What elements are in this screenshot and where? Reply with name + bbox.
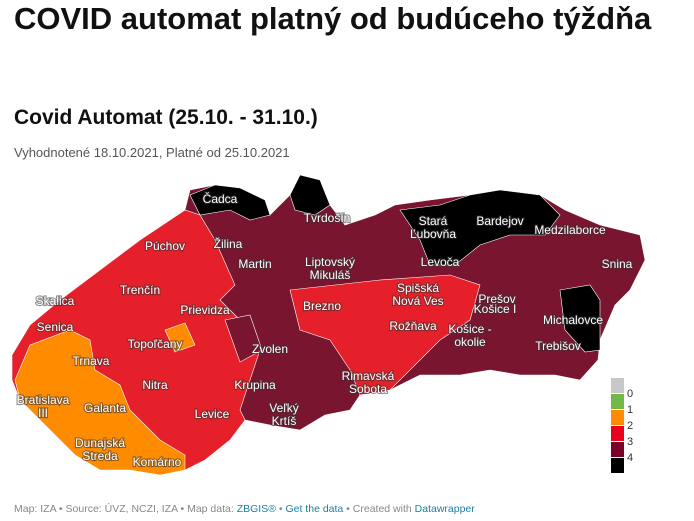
district-label: Liptovský Mikuláš xyxy=(305,255,355,282)
district-label: Čadca xyxy=(203,191,238,206)
get-data-link[interactable]: Get the data xyxy=(285,503,344,515)
district-label: Žilina xyxy=(214,236,243,251)
footer-map-data: Map data: xyxy=(187,503,237,515)
district-label: Košice -okolie xyxy=(448,322,491,349)
district-label: Prešov xyxy=(478,292,515,306)
district-label: Medzilaborce xyxy=(534,223,606,237)
district-label: Stará Ľubovňa xyxy=(410,214,456,241)
legend-label: 0 xyxy=(627,388,633,400)
district-label: Bardejov xyxy=(476,214,523,228)
district-label: Rimavská Sobota xyxy=(342,369,395,396)
legend: 0 1 2 3 4 xyxy=(611,378,633,473)
zbgis-link[interactable]: ZBGIS® xyxy=(236,503,276,515)
district-label: Bratislava III xyxy=(17,393,70,420)
separator: • xyxy=(177,503,188,515)
footer: Map: IZA • Source: ÚVZ, NCZI, IZA • Map … xyxy=(14,503,475,515)
footer-created: Created with xyxy=(352,503,415,515)
legend-label: 2 xyxy=(627,420,633,432)
district-label: Trebišov xyxy=(535,339,581,353)
slovakia-map: Čadca Tvrdošín Stará Ľubovňa Bardejov Medzila… xyxy=(11,174,646,476)
district-label: Trenčín xyxy=(120,283,160,297)
district-label: Nitra xyxy=(142,378,168,392)
region-black-tvrdosin[interactable] xyxy=(289,174,331,216)
legend-swatch xyxy=(611,426,624,441)
legend-label: 4 xyxy=(627,452,633,464)
district-label: Senica xyxy=(37,320,74,334)
region-level3-central[interactable] xyxy=(289,274,481,396)
district-label: Trnava xyxy=(73,354,110,368)
district-label: Veľký Krtíš xyxy=(269,401,299,428)
region-black-northeast[interactable] xyxy=(399,189,561,266)
district-label: Levoča xyxy=(421,255,460,269)
separator: • xyxy=(56,503,66,515)
district-label: Topoľčany xyxy=(128,337,183,351)
datawrapper-link[interactable]: Datawrapper xyxy=(414,503,475,515)
district-label: Spišská Nová Ves xyxy=(392,281,443,308)
legend-swatch xyxy=(611,442,624,457)
chart-title: Covid Automat (25.10. - 31.10.) xyxy=(14,106,318,129)
legend-swatch xyxy=(611,410,624,425)
district-label: Michalovce xyxy=(543,313,603,327)
district-label: Snina xyxy=(602,257,633,271)
footer-map-credit: Map: IZA xyxy=(14,503,57,515)
separator: • xyxy=(343,503,353,515)
district-label: Brezno xyxy=(303,299,341,313)
region-black-michalovce[interactable] xyxy=(559,284,601,353)
separator: • xyxy=(275,503,286,515)
region-level4-krupina[interactable] xyxy=(224,314,263,363)
district-label: Košice I xyxy=(474,302,517,316)
region-level2-southwest[interactable] xyxy=(14,329,186,476)
chart-subtitle: Vyhodnotené 18.10.2021, Platné od 25.10.… xyxy=(14,145,290,160)
legend-label: 3 xyxy=(627,436,633,448)
district-label: Rožňava xyxy=(389,319,437,333)
legend-label: 1 xyxy=(627,404,633,416)
district-label: Krupina xyxy=(234,378,276,392)
district-label: Komárno xyxy=(133,455,182,469)
legend-swatch xyxy=(611,394,624,409)
headline: COVID automat platný od budúceho týždňa xyxy=(14,1,652,36)
district-label: Prievidza xyxy=(180,303,230,317)
legend-swatch xyxy=(611,378,624,393)
district-label: Tvrdošín xyxy=(304,211,351,225)
region-black-cadca[interactable] xyxy=(189,184,271,221)
district-label: Martin xyxy=(238,257,271,271)
region-level2-topolcany[interactable] xyxy=(164,322,196,353)
district-label: Zvolen xyxy=(252,342,288,356)
district-label: Galanta xyxy=(84,401,126,415)
footer-source: Source: ÚVZ, NCZI, IZA xyxy=(65,503,178,515)
district-label: Skalica xyxy=(36,294,75,308)
district-label: Púchov xyxy=(145,239,185,253)
legend-swatch xyxy=(611,458,624,473)
district-label: Dunajská Streda xyxy=(75,436,125,463)
district-label: Levice xyxy=(195,407,230,421)
